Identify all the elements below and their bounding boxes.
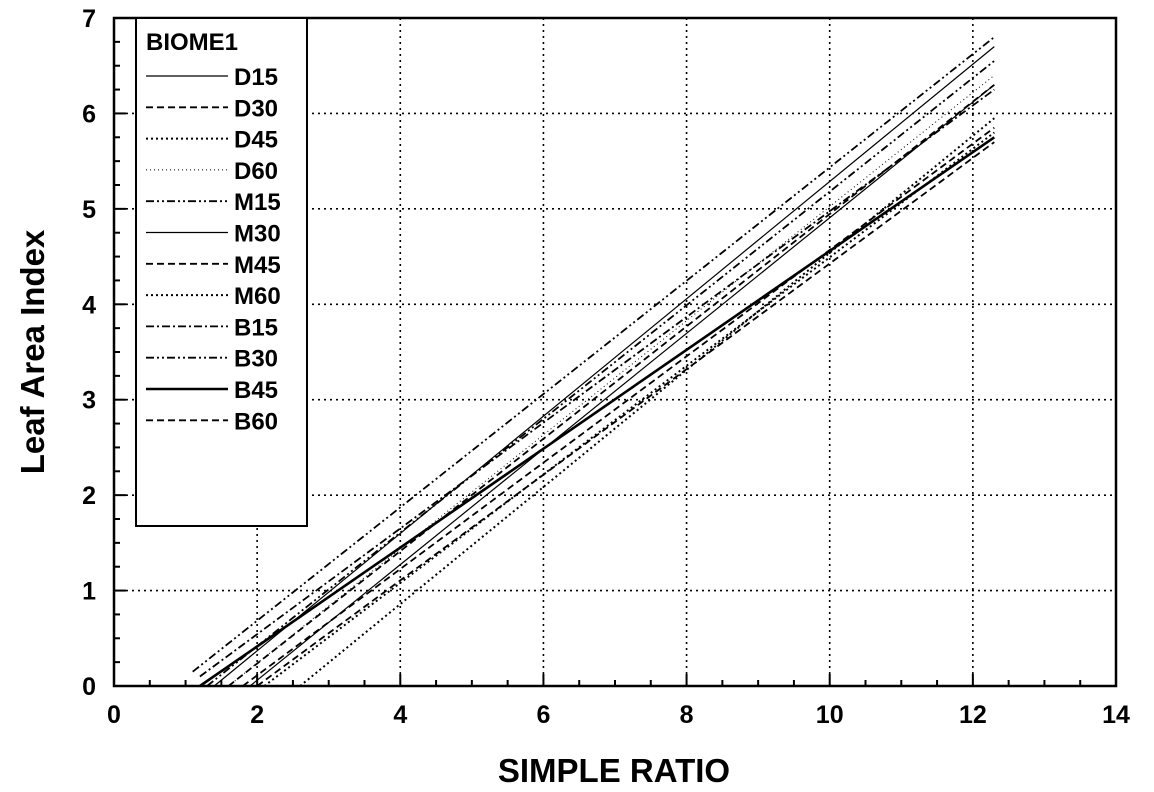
- legend-label-d45: D45: [234, 127, 278, 154]
- x-tick-label: 12: [959, 701, 987, 729]
- y-tick-label: 5: [82, 196, 96, 224]
- axis-ticks: [113, 17, 1117, 687]
- x-axis-title: SIMPLE RATIO: [498, 752, 730, 789]
- x-tick-label: 4: [393, 701, 407, 729]
- series-line-d45: [263, 131, 995, 687]
- legend-label-b15: B15: [234, 314, 278, 341]
- series-line-m15: [192, 36, 995, 673]
- y-tick-label: 4: [82, 291, 96, 319]
- legend-label-b60: B60: [234, 408, 278, 435]
- series-lines: [192, 36, 996, 688]
- legend-label-b45: B45: [234, 377, 278, 404]
- series-line-b45: [199, 136, 996, 688]
- y-tick-label: 6: [82, 100, 96, 128]
- y-tick-label: 0: [82, 673, 96, 701]
- series-line-m30: [249, 84, 995, 687]
- legend-title: BIOME1: [146, 29, 238, 56]
- x-tick-label: 2: [250, 701, 264, 729]
- x-tick-label: 8: [680, 701, 694, 729]
- series-line-m45: [256, 141, 995, 687]
- legend-label-m15: M15: [234, 189, 281, 216]
- series-line-b30: [206, 60, 995, 687]
- y-tick-label: 2: [82, 482, 96, 510]
- grid: [114, 18, 1116, 686]
- legend-label-d60: D60: [234, 158, 278, 185]
- x-tick-label: 0: [107, 701, 121, 729]
- y-tick-label: 3: [82, 387, 96, 415]
- x-tick-label: 6: [536, 701, 550, 729]
- y-tick-label: 7: [82, 5, 96, 33]
- series-line-b15: [199, 88, 995, 678]
- x-tick-label: 14: [1102, 701, 1130, 729]
- series-line-d30: [227, 84, 995, 687]
- series-line-d15: [213, 46, 995, 687]
- series-line-b60: [242, 126, 995, 687]
- series-line-m60: [299, 117, 995, 687]
- legend-label-d15: D15: [234, 64, 278, 91]
- legend-label-m30: M30: [234, 221, 281, 248]
- y-tick-labels: 0 1 2 3 4 5 6 7: [82, 5, 96, 701]
- series-line-d60: [228, 74, 995, 687]
- y-axis-title: Leaf Area Index: [14, 229, 51, 474]
- legend-box: [135, 17, 308, 527]
- y-tick-label: 1: [82, 578, 96, 606]
- legend-label-m60: M60: [234, 283, 281, 310]
- legend-items: D15 D30 D45 D60 M15 M30 M45 M60 B15 B30 B45 B60: [146, 64, 281, 435]
- legend-label-b30: B30: [234, 346, 278, 373]
- x-tick-labels: 0 2 4 6 8 10 12 14: [107, 701, 1130, 729]
- legend-label-d30: D30: [234, 95, 278, 122]
- x-tick-label: 10: [816, 701, 844, 729]
- legend-label-m45: M45: [234, 252, 281, 279]
- legend: BIOME1 D15 D30 D45 D60 M15 M30 M45 M60 B15 B30 B45…: [135, 17, 308, 527]
